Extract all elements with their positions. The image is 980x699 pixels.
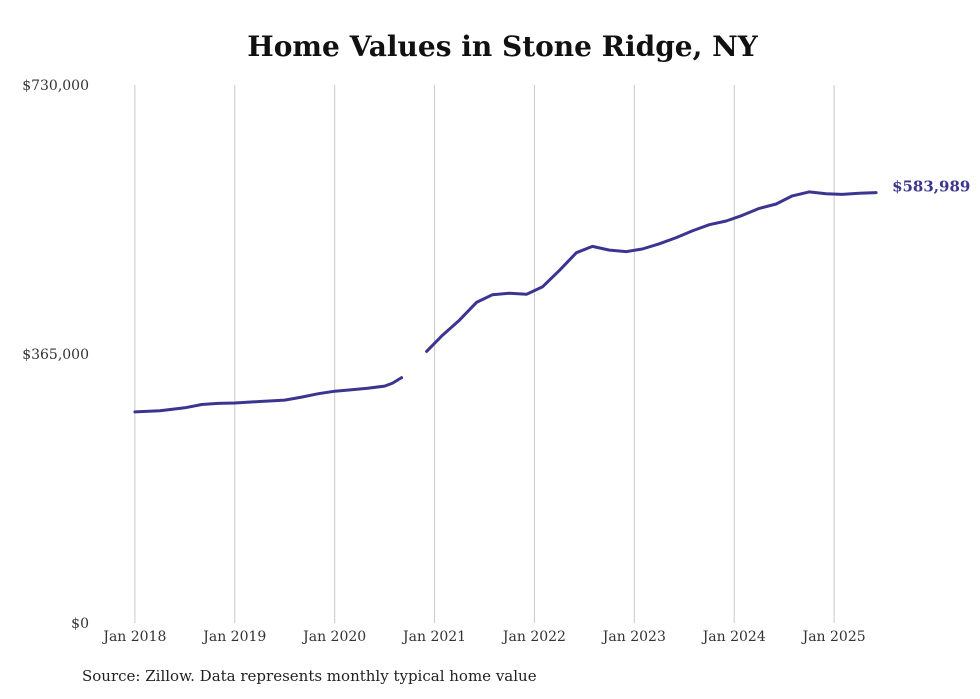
x-tick-label: Jan 2020 <box>301 629 366 645</box>
chart-title: Home Values in Stone Ridge, NY <box>247 30 758 63</box>
y-axis-ticks: $0 $365,000 $730,000 <box>22 78 89 632</box>
end-value-label: $583,989 <box>892 178 970 196</box>
series-line-segment-1 <box>425 190 878 353</box>
source-note: Source: Zillow. Data represents monthly … <box>82 667 537 685</box>
x-tick-label: Jan 2019 <box>201 629 266 645</box>
y-tick-label: $0 <box>71 616 89 632</box>
y-tick-label: $365,000 <box>22 347 89 363</box>
series-lines <box>133 190 878 414</box>
x-tick-label: Jan 2023 <box>601 629 666 645</box>
x-tick-label: Jan 2018 <box>101 629 166 645</box>
x-tick-label: Jan 2022 <box>501 629 566 645</box>
x-axis-ticks: Jan 2018 Jan 2019 Jan 2020 Jan 2021 Jan 2022… <box>101 629 865 645</box>
x-tick-label: Jan 2024 <box>701 629 766 645</box>
series-line-segment-0 <box>133 376 404 414</box>
x-tick-label: Jan 2021 <box>401 629 466 645</box>
x-tick-label: Jan 2025 <box>801 629 866 645</box>
y-tick-label: $730,000 <box>22 78 89 94</box>
gridlines <box>134 85 835 623</box>
